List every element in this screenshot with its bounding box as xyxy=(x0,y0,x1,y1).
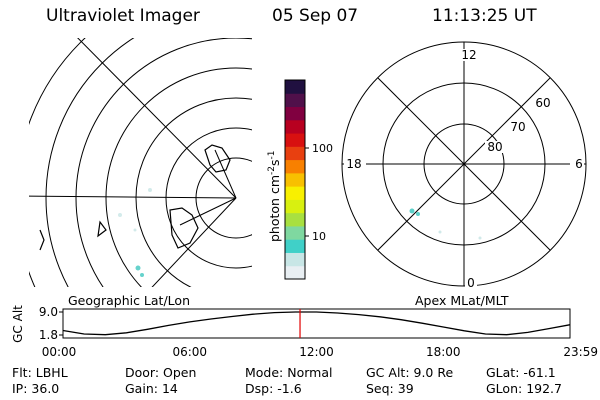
info-field-value: LBHL xyxy=(35,365,68,380)
instrument-title: Ultraviolet Imager xyxy=(46,6,200,26)
lat-circle xyxy=(45,38,135,287)
mlt-label-12: 12 xyxy=(461,48,476,62)
meridian-line xyxy=(151,197,237,287)
colorbar-band xyxy=(285,252,305,267)
info-field-label: Mode: xyxy=(245,365,288,380)
coastline xyxy=(39,229,45,251)
auroral-emission xyxy=(118,213,122,217)
info-field-value: 36.0 xyxy=(31,381,60,396)
info-field: Flt: LBHL xyxy=(12,365,68,380)
info-field: Seq: 39 xyxy=(366,381,414,396)
lat-circle xyxy=(135,97,252,287)
colorbar-band xyxy=(285,186,305,200)
info-field: GC Alt: 9.0 Re xyxy=(366,365,453,380)
x-tick-label: 12:00 xyxy=(299,345,334,359)
x-tick-label: 23:59 xyxy=(563,345,598,359)
mlt-label-6: 6 xyxy=(575,157,583,171)
y-tick-low: 1.8 xyxy=(39,328,58,342)
lat-circle xyxy=(75,38,252,287)
y-axis-label: GC Alt xyxy=(11,305,25,343)
x-tick-label: 00:00 xyxy=(42,345,77,359)
colorbar-tick-100: 100 xyxy=(312,142,333,155)
lat-circle xyxy=(165,127,252,269)
colorbar-band xyxy=(285,93,305,108)
colorbar-band xyxy=(285,146,305,161)
info-field-label: Flt: xyxy=(12,365,36,380)
info-field-value: 192.7 xyxy=(526,381,562,396)
info-field-value: 9.0 Re xyxy=(413,365,454,380)
info-field-value: -61.1 xyxy=(523,365,556,380)
info-field: Gain: 14 xyxy=(125,381,178,396)
x-tick-label: 06:00 xyxy=(172,345,207,359)
info-field-value: -1.6 xyxy=(277,381,302,396)
info-field: Mode: Normal xyxy=(245,365,332,380)
colorbar-band xyxy=(285,199,305,214)
mlt-diagonal xyxy=(377,77,551,251)
colorbar-band xyxy=(285,225,305,240)
auroral-emission xyxy=(135,265,141,271)
meridian-line xyxy=(29,195,237,199)
auroral-emission xyxy=(148,188,152,192)
info-field-value: Open xyxy=(163,365,197,380)
info-field-label: Dsp: xyxy=(245,381,278,396)
info-field-label: GLon: xyxy=(486,381,527,396)
coastline xyxy=(204,144,231,173)
info-field: IP: 36.0 xyxy=(12,381,59,396)
colorbar-band xyxy=(285,106,305,121)
right-panel-label: Apex MLat/MLT xyxy=(415,293,509,308)
info-field-label: Gain: xyxy=(125,381,162,396)
colorbar-band xyxy=(285,239,305,253)
meridian-line xyxy=(77,38,237,199)
mlat-label-70: 70 xyxy=(510,120,525,134)
meridian-line xyxy=(179,197,237,226)
info-field: GLon: 192.7 xyxy=(486,381,562,396)
time-label: 11:13:25 UT xyxy=(432,6,537,26)
auroral-emission xyxy=(133,228,137,232)
info-field-value: 14 xyxy=(161,381,178,396)
info-field: GLat: -61.1 xyxy=(486,365,556,380)
colorbar-band xyxy=(285,119,305,134)
colorbar-band xyxy=(285,265,305,280)
colorbar-band xyxy=(285,133,305,147)
mlt-label-0: 0 xyxy=(467,276,475,290)
auroral-emission xyxy=(416,212,420,216)
date-label: 05 Sep 07 xyxy=(272,6,359,26)
auroral-emission xyxy=(438,230,442,234)
info-field: Dsp: -1.6 xyxy=(245,381,302,396)
altitude-line xyxy=(62,311,570,336)
auroral-emission xyxy=(478,236,482,240)
auroral-emission xyxy=(140,273,144,277)
mlat-label-60: 60 xyxy=(535,96,550,110)
colorbar-tick-10: 10 xyxy=(312,230,326,243)
auroral-emission xyxy=(409,208,415,214)
lat-circle xyxy=(105,67,252,287)
colorbar-band xyxy=(285,80,305,94)
info-field-label: Door: xyxy=(125,365,164,380)
info-field: Door: Open xyxy=(125,365,196,380)
mlt-label-18: 18 xyxy=(346,157,361,171)
y-tick-high: 9.0 xyxy=(39,305,58,319)
coastline xyxy=(97,220,107,238)
colorbar-band xyxy=(285,212,305,227)
colorbar-band xyxy=(285,159,305,174)
info-field-label: Seq: xyxy=(366,381,398,396)
info-field-label: GLat: xyxy=(486,365,524,380)
info-field-value: 39 xyxy=(397,381,414,396)
info-field-label: IP: xyxy=(12,381,32,396)
info-field-value: Normal xyxy=(287,365,333,380)
meridian-line xyxy=(214,149,237,199)
x-tick-label: 18:00 xyxy=(426,345,461,359)
mlat-label-80: 80 xyxy=(487,140,502,154)
coastline xyxy=(169,207,199,249)
colorbar-band xyxy=(285,172,305,187)
left-panel-label: Geographic Lat/Lon xyxy=(68,293,190,308)
info-field-label: GC Alt: xyxy=(366,365,414,380)
colorbar-label: photon cm-2s-1 xyxy=(267,151,282,242)
